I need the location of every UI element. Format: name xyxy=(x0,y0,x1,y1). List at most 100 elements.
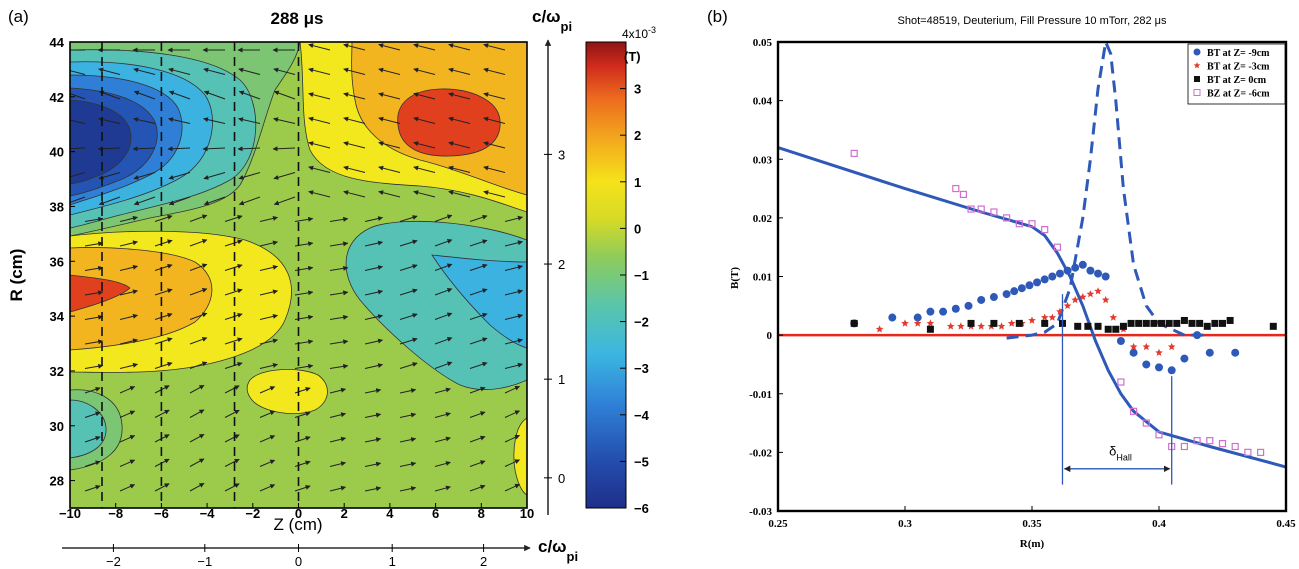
vector-arrow xyxy=(84,411,101,418)
vector-arrow xyxy=(237,146,261,152)
contour-plot xyxy=(70,42,527,508)
point-bt-z-9 xyxy=(1063,266,1072,275)
point-bt-z-3 xyxy=(1094,287,1102,295)
vector-arrow xyxy=(434,239,453,247)
y-tick-label: 34 xyxy=(50,309,65,324)
vector-arrow xyxy=(364,363,384,369)
y-tick-label: 0.04 xyxy=(753,96,773,108)
vector-arrow xyxy=(70,93,86,100)
point-bz-z-6 xyxy=(1244,448,1252,456)
vector-arrow xyxy=(259,386,276,394)
vector-arrow xyxy=(224,361,243,369)
vector-arrow xyxy=(238,117,261,124)
point-bt-z-9 xyxy=(1086,266,1095,275)
vector-arrow xyxy=(84,363,104,369)
point-bt-z-3 xyxy=(1071,296,1079,304)
right-axis-tick-label: 0 xyxy=(558,471,565,486)
point-bt-z0 xyxy=(1119,322,1127,330)
point-bt-z0 xyxy=(850,319,858,327)
vector-arrow xyxy=(329,363,349,369)
vector-arrow xyxy=(434,337,453,345)
panel-b-xlabel: R(m) xyxy=(1020,538,1045,550)
point-bt-z-9 xyxy=(1155,363,1163,372)
vector-arrow xyxy=(84,241,104,247)
vector-arrow xyxy=(378,67,401,75)
right-axis-label: c/ωpi xyxy=(532,7,572,34)
vector-arrow xyxy=(272,146,296,152)
point-bt-z-3 xyxy=(1056,307,1064,315)
vector-arrow xyxy=(133,196,156,206)
vector-arrow xyxy=(413,92,436,100)
bottom-axis-tick-label: 1 xyxy=(389,554,396,569)
point-bt-z0 xyxy=(1074,322,1082,330)
x-tick-label: −8 xyxy=(108,506,123,521)
vector-arrow xyxy=(378,141,401,149)
vector-arrow xyxy=(469,435,486,443)
vector-arrow xyxy=(343,165,366,173)
vector-arrow xyxy=(84,339,104,345)
colorbar-tick-label: 3 xyxy=(634,82,641,97)
vector-arrow xyxy=(504,434,520,443)
vector-arrow xyxy=(294,290,314,296)
vector-arrow xyxy=(483,116,506,124)
vector-arrow xyxy=(203,117,226,124)
vector-arrow xyxy=(238,196,261,206)
vector-arrow xyxy=(364,240,384,247)
vector-arrow xyxy=(504,215,523,222)
vector-arrow xyxy=(119,313,138,320)
vector-arrow xyxy=(259,314,279,320)
legend-entry: BZ at Z= -6cm xyxy=(1207,89,1270,100)
vector-arrow xyxy=(378,43,401,51)
y-tick-label: 0 xyxy=(767,330,773,342)
vector-arrow xyxy=(364,461,382,467)
y-tick-label: 42 xyxy=(50,90,64,105)
vector-arrow xyxy=(469,386,486,394)
colorbar-ticks: 3 2 1 0 −1 −2 −3 −4 −5 −6 xyxy=(620,82,650,516)
vector-arrow xyxy=(364,388,382,394)
point-bz-z-6 xyxy=(1041,226,1049,234)
vector-arrow xyxy=(399,461,417,467)
vector-arrow xyxy=(119,362,138,369)
point-bt-z-9 xyxy=(939,307,948,316)
vector-arrow xyxy=(224,434,240,443)
vector-arrow xyxy=(133,172,156,180)
x-tick-label: −2 xyxy=(245,506,260,521)
vector-arrow xyxy=(168,90,191,100)
vector-arrow xyxy=(308,190,331,198)
dashed-reference-lines xyxy=(101,42,300,508)
y-tick-label: 36 xyxy=(50,254,64,269)
vector-arrow xyxy=(224,214,243,222)
point-bz-z-6 xyxy=(977,205,985,213)
vector-arrow xyxy=(413,141,436,149)
vector-arrow xyxy=(413,116,436,124)
vector-arrow xyxy=(329,265,349,271)
x-tick-label: 2 xyxy=(341,506,348,521)
point-bt-z-9 xyxy=(1017,284,1026,293)
point-bt-z-9 xyxy=(1116,336,1125,345)
vector-arrow xyxy=(273,90,296,100)
legend-entry: BT at Z= -9cm xyxy=(1207,48,1270,59)
vector-arrow xyxy=(399,215,418,222)
point-bz-z-6 xyxy=(967,205,975,213)
hall-markers: δHall xyxy=(1061,294,1173,485)
vector-arrow xyxy=(434,436,451,443)
vector-arrow xyxy=(343,141,366,149)
point-bt-z-9 xyxy=(1055,269,1064,278)
bottom-axis-tick-label: −2 xyxy=(106,554,121,569)
vector-arrow xyxy=(168,117,191,124)
point-bz-z-6 xyxy=(1028,220,1036,228)
vector-arrow xyxy=(308,141,331,149)
point-bt-z-3 xyxy=(1086,290,1095,298)
x-tick-label: −6 xyxy=(154,506,169,521)
vector-arrow xyxy=(203,172,226,180)
vector-arrow xyxy=(329,314,349,320)
vector-arrow xyxy=(399,264,418,271)
vector-arrow xyxy=(364,216,384,222)
x-tick-label: 0.25 xyxy=(768,518,788,530)
right-axis-ticks: 0 1 2 3 xyxy=(544,147,565,486)
vector-arrow xyxy=(364,289,384,296)
vector-arrow xyxy=(154,214,173,222)
vector-arrow xyxy=(119,240,138,247)
point-bt-z-3 xyxy=(901,319,909,327)
point-bz-z-6 xyxy=(850,149,858,157)
